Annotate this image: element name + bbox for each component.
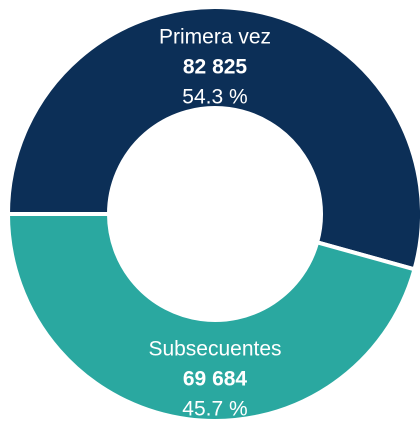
labels: Primera vez 82 825 54.3 % Subsecuentes 69 68… bbox=[148, 26, 281, 421]
value-label: 82 825 bbox=[183, 56, 248, 79]
category-label: Primera vez bbox=[159, 26, 271, 49]
percentage-label: 54.3 % bbox=[182, 86, 247, 109]
value-label: 69 684 bbox=[183, 368, 248, 391]
donut-slice bbox=[5, 212, 417, 423]
category-label: Subsecuentes bbox=[148, 338, 281, 361]
donut-slice bbox=[5, 5, 420, 272]
slices bbox=[5, 5, 420, 423]
percentage-label: 45.7 % bbox=[182, 398, 247, 421]
